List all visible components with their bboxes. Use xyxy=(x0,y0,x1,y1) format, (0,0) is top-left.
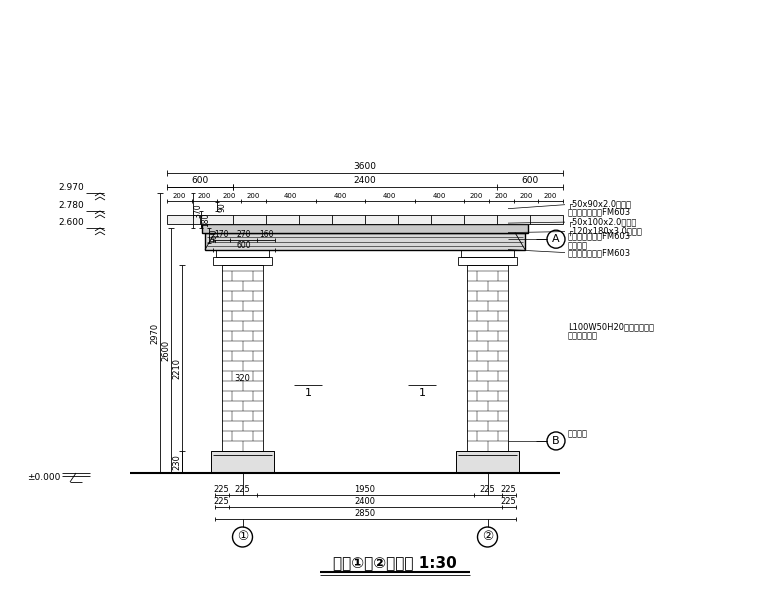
Text: L100W50H20自然面黄锈石: L100W50H20自然面黄锈石 xyxy=(568,322,654,332)
Text: 200: 200 xyxy=(470,193,483,199)
Text: 400: 400 xyxy=(432,193,446,199)
Text: 320: 320 xyxy=(235,374,251,383)
Text: 225: 225 xyxy=(214,498,230,506)
Text: 370: 370 xyxy=(194,203,202,217)
Text: 2400: 2400 xyxy=(353,176,376,185)
Bar xyxy=(467,265,508,452)
Text: 225: 225 xyxy=(214,485,230,495)
Text: 400: 400 xyxy=(383,193,397,199)
Text: 170: 170 xyxy=(214,230,229,239)
Text: 2.780: 2.780 xyxy=(59,201,84,210)
Text: 柱脚大样: 柱脚大样 xyxy=(568,430,588,439)
Text: 2400: 2400 xyxy=(354,498,375,506)
Text: 200: 200 xyxy=(222,193,236,199)
Text: 工字型建筑石: 工字型建筑石 xyxy=(568,332,598,341)
Text: ┌50x90x2.0方钐管: ┌50x90x2.0方钐管 xyxy=(568,200,632,209)
Text: 225: 225 xyxy=(235,485,250,495)
Text: 花架①～②立面图 1:30: 花架①～②立面图 1:30 xyxy=(333,556,457,570)
Bar xyxy=(461,249,514,257)
Bar xyxy=(458,257,517,265)
Text: 225: 225 xyxy=(501,498,516,506)
Text: 2970: 2970 xyxy=(150,323,160,343)
Text: 表面油漆木嫁漆FM603: 表面油漆木嫁漆FM603 xyxy=(568,231,631,240)
Text: 3600: 3600 xyxy=(353,162,376,171)
Bar xyxy=(456,452,519,473)
Text: ┌120x180x3.0方钐管: ┌120x180x3.0方钐管 xyxy=(568,227,643,236)
Text: ①: ① xyxy=(237,531,248,544)
Text: 600: 600 xyxy=(192,176,209,185)
Text: 200: 200 xyxy=(544,193,557,199)
Text: 2.970: 2.970 xyxy=(59,183,84,192)
Bar xyxy=(216,249,269,257)
Text: 表面油漆木嫁漆FM603: 表面油漆木嫁漆FM603 xyxy=(568,248,631,257)
Text: 200: 200 xyxy=(173,193,186,199)
Text: 230: 230 xyxy=(173,454,182,470)
Bar xyxy=(213,257,272,265)
Text: A: A xyxy=(553,234,560,244)
Text: ┌50x100x2.0方钐管: ┌50x100x2.0方钐管 xyxy=(568,217,638,227)
Text: 270: 270 xyxy=(236,230,251,239)
Text: 200: 200 xyxy=(519,193,533,199)
Text: 400: 400 xyxy=(284,193,297,199)
Bar xyxy=(205,233,525,249)
Text: 225: 225 xyxy=(501,485,516,495)
Text: B: B xyxy=(553,436,560,446)
Text: 90: 90 xyxy=(217,202,226,212)
Bar xyxy=(222,265,263,452)
Text: 1950: 1950 xyxy=(354,485,375,495)
Text: 225: 225 xyxy=(480,485,496,495)
Bar xyxy=(202,224,528,233)
Text: 600: 600 xyxy=(236,241,252,251)
Text: 200: 200 xyxy=(247,193,261,199)
Text: 1: 1 xyxy=(419,388,426,398)
Text: 1: 1 xyxy=(305,388,312,398)
Text: ②: ② xyxy=(482,531,493,544)
Text: 2.600: 2.600 xyxy=(59,218,84,227)
Bar xyxy=(211,452,274,473)
Text: 180: 180 xyxy=(201,212,211,226)
Text: 200: 200 xyxy=(198,193,211,199)
Text: 柱头大样: 柱头大样 xyxy=(568,242,588,251)
Text: 400: 400 xyxy=(334,193,347,199)
Text: ±0.000: ±0.000 xyxy=(27,472,60,482)
Text: 2600: 2600 xyxy=(161,340,170,361)
Text: 160: 160 xyxy=(210,228,219,243)
Text: 600: 600 xyxy=(521,176,539,185)
Text: 200: 200 xyxy=(495,193,508,199)
Text: 表面油漆木嫁漆FM603: 表面油漆木嫁漆FM603 xyxy=(568,207,631,216)
Text: 2210: 2210 xyxy=(173,358,182,379)
Text: 2850: 2850 xyxy=(354,509,375,518)
Bar xyxy=(167,215,563,224)
Text: 160: 160 xyxy=(258,230,274,239)
